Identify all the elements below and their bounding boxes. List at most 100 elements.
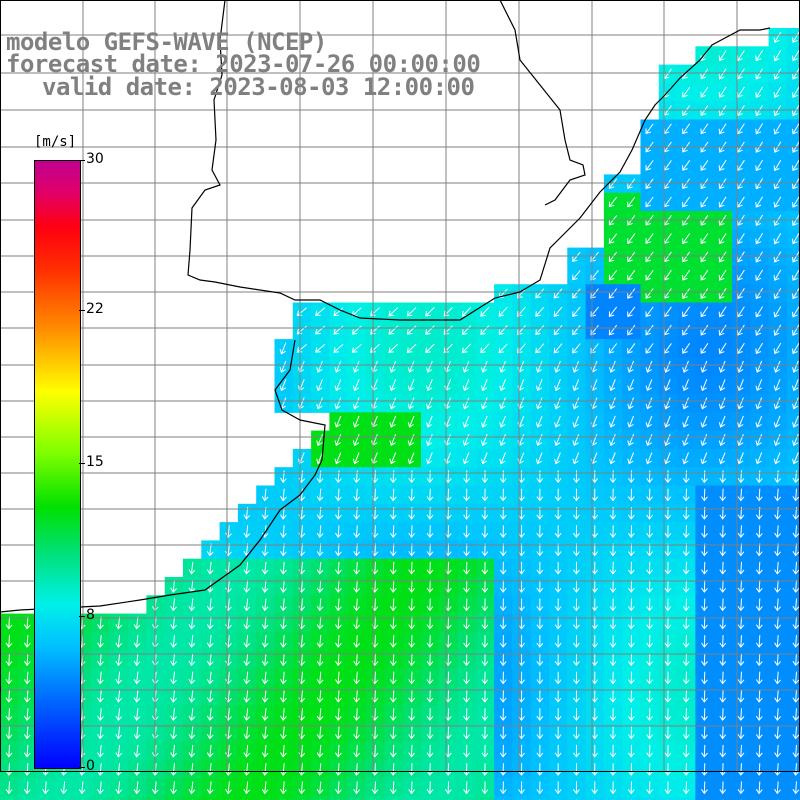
wind-arrow xyxy=(296,325,307,335)
wind-arrow xyxy=(463,525,470,539)
wind-arrow xyxy=(280,470,287,484)
wind-arrow xyxy=(426,488,434,502)
wind-speed-cell xyxy=(786,503,800,523)
wind-arrow xyxy=(406,307,417,317)
wind-speed-cell xyxy=(0,796,19,800)
wind-arrow xyxy=(463,488,470,502)
wind-arrow xyxy=(188,708,196,722)
wind-arrow xyxy=(333,343,344,353)
wind-arrow xyxy=(591,635,599,648)
wind-arrow xyxy=(261,689,269,703)
wind-arrow xyxy=(225,598,232,612)
wind-arrow xyxy=(316,689,324,703)
wind-arrow xyxy=(553,324,563,336)
wind-arrow xyxy=(316,598,324,612)
wind-arrow xyxy=(792,415,799,428)
wind-arrow xyxy=(426,397,433,410)
wind-speed-cell xyxy=(786,522,800,541)
valid-date: valid date: 2023-08-03 12:00:00 xyxy=(42,73,475,101)
wind-arrow xyxy=(627,488,635,502)
wind-arrow xyxy=(188,598,196,612)
wind-arrow xyxy=(499,543,507,557)
wind-arrow xyxy=(188,561,196,575)
wind-arrow xyxy=(280,653,287,667)
wind-arrow xyxy=(700,269,709,281)
wind-arrow xyxy=(773,31,782,44)
wind-arrow xyxy=(573,580,580,593)
wind-arrow xyxy=(426,543,434,557)
wind-arrow xyxy=(298,763,306,776)
wind-arrow xyxy=(737,342,745,355)
wind-arrow xyxy=(296,344,307,353)
wind-arrow xyxy=(627,525,635,539)
wind-arrow xyxy=(664,708,672,722)
wind-arrow xyxy=(609,488,617,502)
wind-arrow xyxy=(701,470,708,484)
wind-arrow xyxy=(261,763,269,776)
wind-arrow xyxy=(389,397,397,410)
wind-arrow xyxy=(481,470,489,484)
wind-arrow xyxy=(700,360,708,373)
wind-arrow xyxy=(627,781,635,795)
wind-arrow xyxy=(408,744,415,758)
wind-arrow xyxy=(627,196,636,208)
wind-arrow xyxy=(261,598,269,612)
wind-arrow xyxy=(646,671,653,685)
colorbar xyxy=(34,160,81,769)
wind-arrow xyxy=(664,561,672,575)
wind-arrow xyxy=(243,744,251,758)
wind-arrow xyxy=(5,689,13,703)
wind-arrow xyxy=(737,452,744,465)
wind-arrow xyxy=(463,635,470,648)
wind-arrow xyxy=(792,671,800,685)
wind-arrow xyxy=(700,288,709,299)
wind-arrow xyxy=(737,178,745,190)
wind-arrow xyxy=(480,397,488,410)
wind-arrow xyxy=(334,415,342,428)
wind-arrow xyxy=(170,781,177,795)
wind-arrow xyxy=(353,708,361,722)
wind-arrow xyxy=(718,342,727,354)
wind-arrow xyxy=(573,671,580,685)
wind-arrow xyxy=(225,671,232,685)
wind-arrow xyxy=(389,360,397,373)
colorbar-tick-label: 0 xyxy=(86,758,95,774)
wind-arrow xyxy=(609,360,616,373)
wind-arrow xyxy=(554,561,562,575)
wind-arrow xyxy=(352,379,360,392)
wind-arrow xyxy=(353,470,361,484)
wind-arrow xyxy=(755,561,763,575)
wind-arrow xyxy=(426,671,434,685)
wind-arrow xyxy=(334,397,342,410)
wind-arrow xyxy=(718,269,727,281)
wind-arrow xyxy=(206,653,214,667)
wind-arrow xyxy=(280,708,287,722)
wind-arrow xyxy=(627,708,635,722)
wind-arrow xyxy=(792,342,800,355)
wind-arrow xyxy=(536,763,544,776)
wind-arrow xyxy=(700,397,708,410)
wind-arrow xyxy=(792,726,800,740)
wind-arrow xyxy=(334,561,342,575)
wind-arrow xyxy=(627,269,636,281)
wind-arrow xyxy=(755,397,763,410)
wind-arrow xyxy=(719,525,727,539)
wind-arrow xyxy=(554,744,562,758)
wind-speed-cell xyxy=(786,741,800,761)
wind-arrow xyxy=(701,763,708,776)
wind-arrow xyxy=(408,561,415,575)
wind-arrow xyxy=(755,689,763,703)
wind-arrow xyxy=(774,580,781,593)
wind-arrow xyxy=(389,525,397,539)
wind-arrow xyxy=(461,306,472,317)
wind-arrow xyxy=(536,561,544,575)
wind-arrow xyxy=(334,781,342,795)
wind-arrow xyxy=(188,671,196,685)
wind-arrow xyxy=(792,31,800,44)
wind-speed-cell xyxy=(786,394,800,413)
wind-arrow xyxy=(591,763,599,776)
wind-arrow xyxy=(627,251,636,263)
wind-arrow xyxy=(407,434,415,447)
wind-arrow xyxy=(719,616,727,630)
wind-speed-cell xyxy=(237,796,257,800)
